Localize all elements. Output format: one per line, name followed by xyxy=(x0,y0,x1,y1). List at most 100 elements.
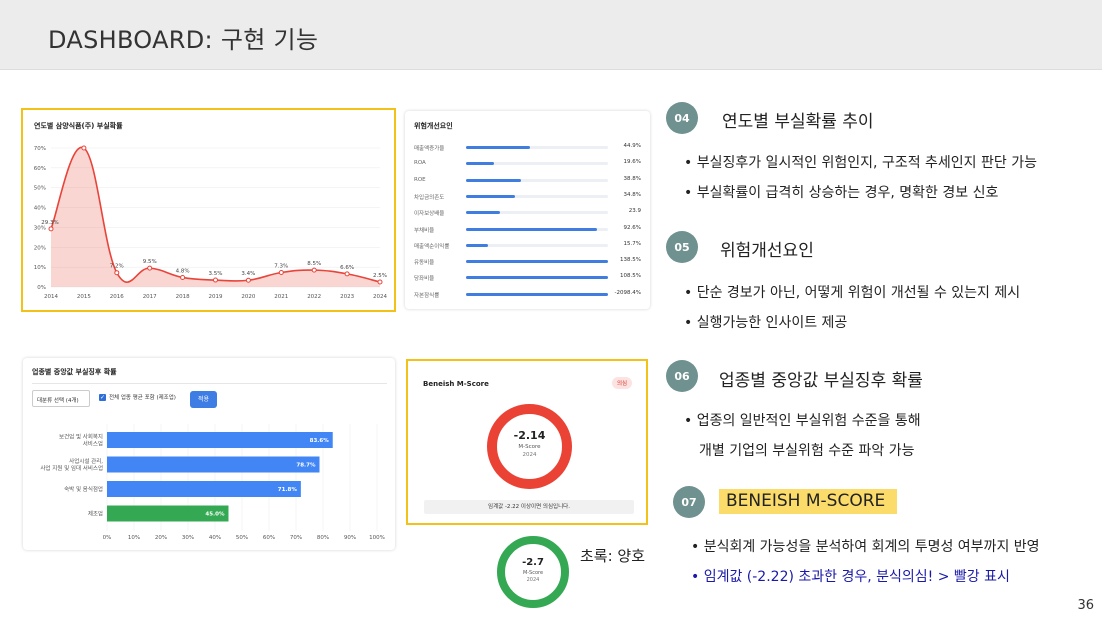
y-tick-label: 70% xyxy=(34,146,46,152)
x-tick-label: 30% xyxy=(182,535,194,541)
section-07-badge: 07 xyxy=(673,486,705,518)
industry-bar xyxy=(107,481,301,497)
risk-factor-label: ROE xyxy=(414,176,426,183)
x-tick-label: 10% xyxy=(128,535,140,541)
yearly-probability-card: 연도별 삼양식품(주) 부실확률 70% 60% 50% 40% 30% 20% 10% 0%… xyxy=(24,111,393,309)
mscore-value: -2.14 xyxy=(513,429,546,442)
mscore-ring-green xyxy=(497,536,569,608)
risk-factor-bar xyxy=(466,276,608,280)
y-tick-label: 50% xyxy=(34,186,46,192)
risk-factor-bar xyxy=(466,260,608,264)
risk-factor-row: ROE 38.8% xyxy=(405,174,650,188)
risk-factor-value: 38.8% xyxy=(623,175,641,182)
y-tick-label: 60% xyxy=(34,166,46,172)
x-tick-label: 2019 xyxy=(209,294,223,300)
mscore-title: Beneish M-Score xyxy=(423,380,489,388)
risk-factor-label: 매출액증가율 xyxy=(414,146,445,152)
category-label: 보건업 및 사회복지 xyxy=(59,433,103,441)
green-mscore-label: M-Score xyxy=(522,570,544,576)
risk-factor-row: 유동비율 138.5% xyxy=(405,255,650,269)
y-tick-label: 0% xyxy=(37,285,46,291)
risk-factor-value: 92.6% xyxy=(623,224,641,231)
risk-factor-label: 당좌비율 xyxy=(414,276,435,283)
risk-factor-row: 당좌비율 108.5% xyxy=(405,271,650,285)
industry-bar-chart: 0% 10% 20% 30% 40% 50% 60% 70% 80% 90% 100% 83.6% 보건… xyxy=(40,424,385,541)
x-tick-label: 70% xyxy=(290,535,302,541)
risk-factor-bar xyxy=(466,211,500,215)
mscore-year: 2024 xyxy=(522,452,537,458)
data-label: 2.5% xyxy=(373,273,387,279)
section-04-bullet-1: • 부실징후가 일시적인 위험인지, 구조적 추세인지 판단 가능 xyxy=(684,155,1037,171)
risk-factor-label: 부채비율 xyxy=(414,227,435,234)
risk-factor-row: 매출액증가율 44.9% xyxy=(405,141,650,155)
x-tick-label: 40% xyxy=(209,535,221,541)
risk-factor-list: 매출액증가율 44.9% ROA 19.6% ROE 38.8% 차입금의존도 34.8% 이자… xyxy=(405,141,650,306)
x-tick-label: 20% xyxy=(155,535,167,541)
data-point xyxy=(344,271,350,277)
data-label: 6.6% xyxy=(340,265,354,271)
risk-factor-bar xyxy=(466,227,598,231)
data-point xyxy=(311,267,317,273)
risk-factors-card: 위험개선요인 매출액증가율 44.9% ROA 19.6% ROE 38.8% 차입금의존도… xyxy=(405,111,650,309)
risk-factor-row: 차입금의존도 34.8% xyxy=(405,190,650,204)
risk-factor-bar xyxy=(466,194,516,198)
bar-value-label: 83.6% xyxy=(310,438,330,444)
risk-factor-value: 34.8% xyxy=(623,191,641,198)
x-tick-label: 100% xyxy=(369,535,385,541)
yearly-probability-chart: 70% 60% 50% 40% 30% 20% 10% 0% 2014 2015 2016 2017 2… xyxy=(34,145,387,300)
x-tick-label: 2015 xyxy=(77,294,91,300)
green-mscore-year: 2024 xyxy=(526,577,540,583)
data-label: 8.5% xyxy=(307,261,321,267)
risk-factor-bar xyxy=(466,146,530,149)
risk-factor-row: 매출액순이익률 15.7% xyxy=(405,239,650,253)
bar-value-label: 45.0% xyxy=(205,512,225,518)
risk-factor-bar xyxy=(466,292,608,296)
x-tick-label: 2017 xyxy=(143,294,157,300)
category-label: 숙박 및 음식점업 xyxy=(64,485,103,493)
y-tick-label: 40% xyxy=(34,206,46,212)
x-tick-label: 2022 xyxy=(307,294,321,300)
risk-factor-track xyxy=(466,178,608,182)
risk-factor-value: 23.9 xyxy=(628,208,641,215)
highlight-frame-chart1 xyxy=(21,108,396,312)
risk-factor-label: ROA xyxy=(414,160,426,167)
data-point xyxy=(278,270,284,276)
y-tick-label: 10% xyxy=(34,265,46,271)
probability-area xyxy=(51,147,380,287)
green-caption: 초록: 양호 xyxy=(580,547,646,565)
section-07-title-highlight xyxy=(719,489,897,514)
x-tick-label: 0% xyxy=(103,535,112,541)
data-label: 7.3% xyxy=(274,264,288,270)
mscore-label: M-Score xyxy=(518,444,541,450)
risk-title: 위험개선요인 xyxy=(414,122,453,130)
data-point xyxy=(245,277,251,283)
checkbox-icon[interactable]: ✓ xyxy=(99,393,106,401)
category-select[interactable]: 대분류 선택 (4개) xyxy=(32,390,90,407)
data-point xyxy=(213,277,218,283)
x-tick-label: 2016 xyxy=(110,294,124,300)
x-tick-label: 2020 xyxy=(241,294,255,300)
page-title: DASHBOARD: 구현 기능 xyxy=(48,26,319,54)
x-tick-label: 90% xyxy=(344,535,356,541)
x-tick-label: 50% xyxy=(236,535,248,541)
y-tick-label: 20% xyxy=(34,245,46,251)
risk-factor-bar xyxy=(466,243,489,247)
data-point xyxy=(377,279,383,285)
section-06-badge: 06 xyxy=(666,360,698,392)
apply-button[interactable]: 적용 xyxy=(190,391,217,408)
risk-factor-track xyxy=(466,146,608,149)
risk-factor-track xyxy=(466,194,608,198)
risk-factor-value: 15.7% xyxy=(623,240,641,247)
mscore-card: Beneish M-Score 의심 -2.14 M-Score 2024 임계… xyxy=(409,362,645,522)
data-point xyxy=(114,270,120,276)
risk-factor-value: 19.6% xyxy=(623,159,641,166)
risk-factor-track xyxy=(466,162,608,166)
risk-factor-track xyxy=(466,243,608,247)
data-point xyxy=(81,145,87,151)
risk-factor-track xyxy=(466,211,608,215)
data-label: 3.5% xyxy=(209,271,223,277)
average-checkbox-row[interactable]: ✓ 전체 업종 평균 포함 (제조업) xyxy=(99,393,176,401)
risk-factor-value: -2098.4% xyxy=(614,289,641,296)
data-point xyxy=(180,274,186,280)
risk-factor-bar xyxy=(466,178,522,182)
